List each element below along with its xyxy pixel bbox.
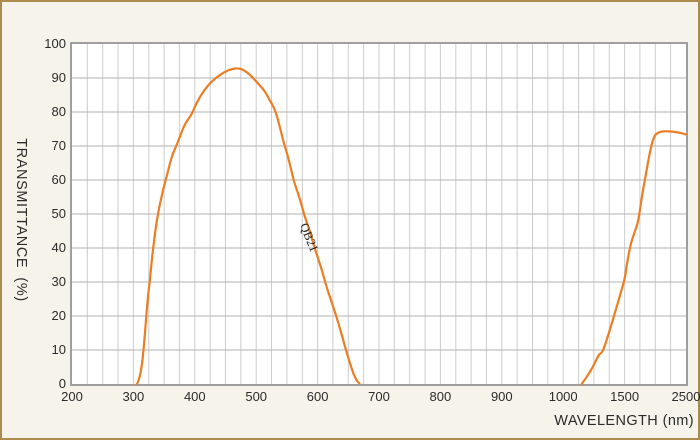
y-tick-label-80: 80: [51, 104, 66, 119]
x-tick-label-900: 900: [490, 389, 513, 404]
plot-area: [70, 42, 688, 386]
x-tick-label-1000: 1000: [548, 389, 578, 404]
x-tick-label-500: 500: [245, 389, 268, 404]
x-tick-label-300: 300: [122, 389, 145, 404]
y-tick-label-90: 90: [51, 70, 66, 85]
x-tick-label-700: 700: [368, 389, 390, 404]
y-tick-label-30: 30: [51, 274, 66, 289]
y-tick-label-10: 10: [51, 342, 66, 357]
y-tick-label-40: 40: [51, 240, 66, 255]
y-tick-label-60: 60: [51, 172, 66, 187]
y-tick-label-50: 50: [51, 206, 66, 221]
y-axis-title: TRANSMITTANCE (%): [13, 138, 29, 302]
x-tick-label-800: 800: [429, 389, 452, 404]
y-tick-label-100: 100: [44, 36, 66, 51]
y-tick-label-0: 0: [58, 376, 66, 391]
x-tick-label-600: 600: [306, 389, 329, 404]
x-tick-label-200: 200: [61, 389, 83, 404]
x-tick-label-2500: 2500: [671, 389, 700, 404]
x-axis-title: WAVELENGTH (nm): [554, 413, 694, 429]
y-tick-label-70: 70: [51, 138, 66, 153]
x-tick-label-400: 400: [183, 389, 206, 404]
x-tick-label-1500: 1500: [610, 389, 640, 404]
y-tick-label-20: 20: [51, 308, 66, 323]
